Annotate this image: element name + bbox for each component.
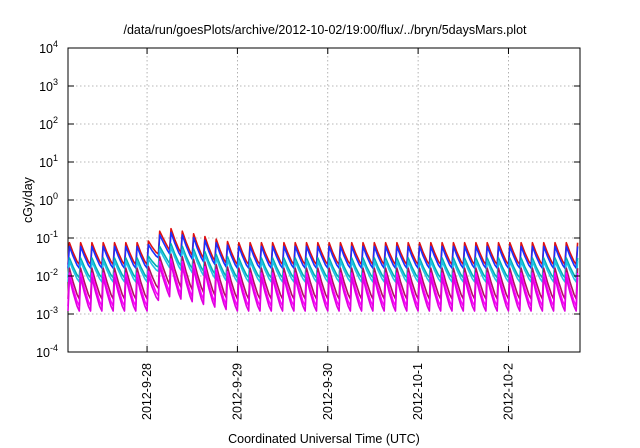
series-line — [67, 258, 579, 308]
y-tick-label: 101 — [39, 153, 58, 170]
series-line — [67, 243, 579, 279]
chart-title: /data/run/goesPlots/archive/2012-10-02/1… — [123, 23, 527, 37]
x-tick-label: 2012-9-29 — [230, 363, 244, 420]
y-tick-label: 10-2 — [36, 267, 58, 284]
x-tick-label: 2012-9-30 — [321, 363, 335, 420]
series-line — [67, 262, 579, 312]
y-tick-label: 102 — [39, 115, 58, 132]
series-line — [67, 227, 579, 266]
y-tick-label: 10-4 — [36, 343, 58, 360]
y-axis: 10-4 10-3 10-2 10-1 100 101 102 103 104 — [36, 39, 580, 360]
series-line — [67, 246, 579, 283]
y-tick-label: 103 — [39, 77, 58, 94]
x-tick-label: 2012-10-2 — [501, 363, 515, 420]
y-tick-label: 100 — [39, 191, 58, 208]
x-tick-label: 2012-9-28 — [140, 363, 154, 420]
y-tick-label: 104 — [39, 39, 58, 56]
x-axis-label: Coordinated Universal Time (UTC) — [228, 432, 420, 446]
x-axis: 2012-9-28 2012-9-29 2012-9-30 2012-10-1 2012… — [140, 48, 515, 420]
series-line — [67, 231, 579, 270]
y-tick-label: 10-1 — [36, 229, 58, 246]
x-tick-label: 2012-10-1 — [411, 363, 425, 420]
y-tick-label: 10-3 — [36, 305, 58, 322]
series-layer — [67, 227, 579, 312]
y-axis-label: cGy/day — [21, 176, 35, 223]
series-line — [67, 253, 579, 300]
